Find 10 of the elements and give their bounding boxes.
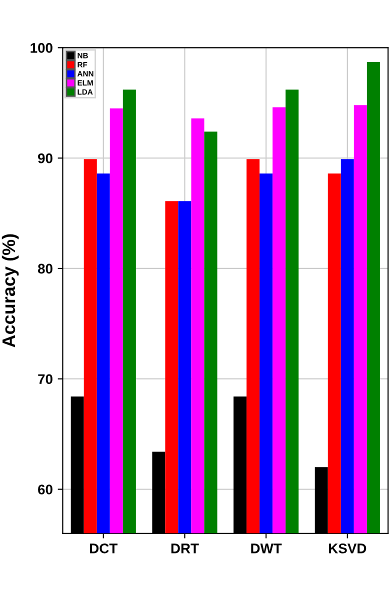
x-tick-label: DWT xyxy=(251,544,282,554)
y-tick-label: 80 xyxy=(38,264,52,274)
x-tick-label: DCT xyxy=(90,544,118,554)
y-tick-label: 90 xyxy=(38,153,52,164)
y-tick-label: 70 xyxy=(38,374,52,384)
y-tick-label: 100 xyxy=(30,43,52,53)
y-axis-title: Accuracy (%) xyxy=(2,234,19,348)
x-tick-label: DRT xyxy=(171,544,199,554)
y-tick-label: 60 xyxy=(38,484,52,494)
x-tick-label: KSVD xyxy=(329,544,366,554)
